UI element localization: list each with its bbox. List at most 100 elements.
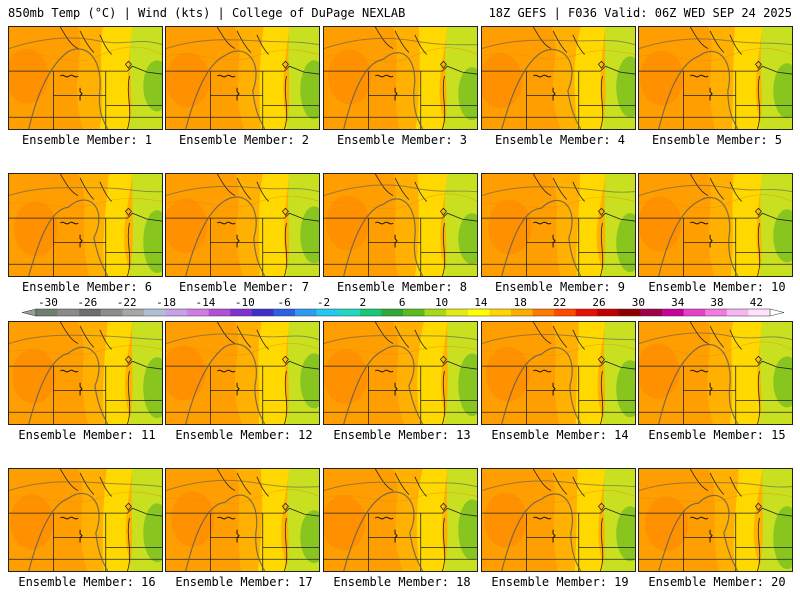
border-line — [757, 75, 761, 129]
temp-field-cold — [300, 510, 319, 564]
colorbar-swatch — [683, 309, 706, 316]
ensemble-member-label: Ensemble Member: 16 — [18, 575, 156, 589]
colorbar-tick-label: 10 — [435, 296, 448, 309]
coastline — [689, 469, 742, 497]
coastline — [59, 27, 112, 55]
ensemble-member-map — [481, 468, 636, 572]
ensemble-member-map — [638, 26, 793, 130]
ensemble-member-label: Ensemble Member: 3 — [336, 133, 468, 147]
river-line — [552, 234, 556, 248]
border-line — [757, 222, 761, 276]
contour-line — [343, 345, 424, 424]
river-line — [216, 516, 236, 520]
border-line — [127, 370, 131, 424]
river-line — [532, 369, 552, 373]
colorbar-tick-label: 42 — [750, 296, 763, 309]
ensemble-member-map — [481, 173, 636, 277]
colorbar-swatch — [273, 309, 296, 316]
map-image — [482, 174, 635, 276]
temp-field-mild — [415, 27, 448, 129]
colorbar-swatch — [230, 309, 253, 316]
border-line — [600, 517, 604, 571]
temp-field-hot — [483, 492, 528, 548]
contour-line — [482, 39, 635, 50]
colorbar-tick-label: 2 — [360, 296, 367, 309]
temp-field-hot — [644, 496, 689, 552]
colorbar-swatch — [446, 309, 469, 316]
border-line — [166, 360, 319, 370]
temp-field-hot — [166, 198, 208, 254]
border-line — [757, 517, 761, 571]
temp-field-hot — [11, 348, 56, 404]
lake-outline — [124, 502, 132, 511]
border-line — [324, 65, 477, 75]
colorbar-tick-label: -18 — [156, 296, 176, 309]
border-line — [639, 212, 792, 222]
river-line — [236, 234, 240, 248]
contour-line — [324, 184, 477, 197]
ensemble-member-map — [638, 468, 793, 572]
coastline — [216, 469, 269, 497]
chart-title: 850mb Temp (°C) | Wind (kts) | College o… — [8, 6, 406, 20]
border-line — [9, 360, 162, 370]
colorbar-tick-label: -6 — [278, 296, 291, 309]
ensemble-member-map — [323, 321, 478, 425]
contour-line — [658, 343, 739, 424]
colorbar-tick-label: -14 — [195, 296, 215, 309]
ensemble-member-label: Ensemble Member: 13 — [333, 428, 471, 442]
ensemble-member-map — [8, 321, 163, 425]
colorbar-swatch — [100, 309, 123, 316]
coastline — [374, 322, 427, 350]
river-line — [216, 221, 236, 225]
border-line — [284, 370, 288, 424]
colorbar-tick-label: -30 — [38, 296, 58, 309]
colorbar-swatch — [381, 309, 404, 316]
temp-field-hot — [327, 49, 372, 105]
river-line — [394, 529, 398, 543]
lake-outline — [439, 502, 447, 511]
contour-line — [9, 37, 162, 50]
border-line — [284, 517, 288, 571]
contour-line — [658, 50, 739, 129]
coastline — [216, 322, 269, 350]
border-line — [9, 507, 162, 517]
ensemble-member-label: Ensemble Member: 15 — [648, 428, 786, 442]
colorbar-tick-label: 14 — [474, 296, 488, 309]
temp-field-hot — [324, 349, 368, 405]
temp-field-hot — [485, 346, 530, 402]
contour-line — [28, 492, 109, 571]
ensemble-member-map — [165, 468, 320, 572]
river-line — [709, 382, 713, 396]
temp-field-cold — [458, 213, 477, 265]
border-line — [166, 65, 319, 75]
colorbar-swatch — [618, 309, 641, 316]
river-line — [374, 516, 394, 520]
lake-outline — [754, 502, 762, 511]
river-line — [552, 529, 556, 543]
contour-line — [501, 493, 582, 571]
ensemble-member-label: Ensemble Member: 4 — [494, 133, 626, 147]
map-image — [324, 322, 477, 424]
colorbar-tick-label: -10 — [235, 296, 255, 309]
ensemble-member-map — [165, 173, 320, 277]
ensemble-member-label: Ensemble Member: 18 — [333, 575, 471, 589]
river-line — [79, 234, 83, 248]
map-image — [639, 322, 792, 424]
lake-outline — [597, 60, 605, 69]
contour-line — [185, 343, 266, 424]
river-line — [59, 369, 79, 373]
lake-outline — [754, 355, 762, 364]
coastline — [689, 174, 742, 202]
model-run-info: 18Z GEFS | F036 Valid: 06Z WED SEP 24 20… — [488, 6, 792, 20]
contour-line — [501, 199, 582, 276]
contour-line — [166, 333, 319, 345]
border-line — [639, 65, 792, 75]
river-line — [532, 516, 552, 520]
colorbar-swatch — [79, 309, 102, 316]
river-line — [374, 369, 394, 373]
river-line — [236, 529, 240, 543]
river-line — [394, 382, 398, 396]
colorbar-swatch — [424, 309, 447, 316]
temp-field-cold — [143, 210, 162, 274]
colorbar-swatch — [338, 309, 361, 316]
